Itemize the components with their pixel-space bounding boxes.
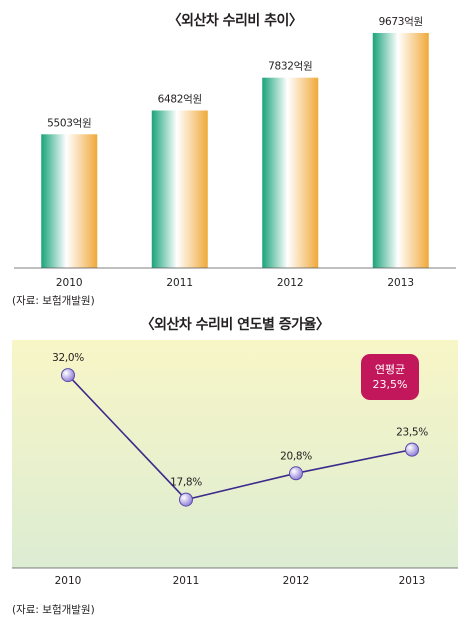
- bar-value-label: 5503억원: [47, 117, 91, 129]
- bar-chart-title: 〈외산차 수리비 추이〉: [167, 13, 303, 29]
- bar-chart: 5503억원 2010 6482억원 2011 7832억원 2012 9673억원 2013: [14, 16, 456, 289]
- line-value-label: 32,0%: [52, 352, 84, 364]
- bar-2011: [151, 110, 208, 268]
- line-value-label: 23,5%: [396, 427, 428, 439]
- bar-2012: [262, 77, 319, 268]
- bar-x-tick-label: 2012: [277, 277, 304, 289]
- bar-2013: [372, 32, 429, 268]
- line-chart-source: (자료: 보험개발원): [12, 604, 95, 616]
- bar-chart-source: (자료: 보험개발원): [12, 295, 95, 307]
- line-chart-title: 〈외산차 수리비 연도별 증가율〉: [140, 317, 330, 333]
- line-x-tick-label: 2010: [55, 575, 82, 587]
- line-point-2012: [289, 466, 303, 481]
- line-x-tick-label: 2013: [399, 575, 426, 587]
- bar-value-label: 9673억원: [379, 16, 423, 28]
- bar-2010: [41, 134, 98, 268]
- line-series: [67, 374, 413, 501]
- line-x-tick-label: 2012: [283, 575, 310, 587]
- bar-value-label: 6482억원: [158, 93, 202, 105]
- bar-x-tick-label: 2010: [56, 277, 83, 289]
- line-point-2010: [61, 368, 75, 383]
- badge-value: 23,5%: [372, 378, 408, 391]
- annual-average-badge: 연평균 23,5%: [361, 354, 419, 400]
- line-value-label: 17,8%: [170, 477, 202, 489]
- line-x-tick-label: 2011: [173, 575, 200, 587]
- bar-x-tick-label: 2011: [166, 277, 193, 289]
- line-point-2013: [405, 442, 419, 457]
- line-value-label: 20,8%: [280, 450, 312, 462]
- line-point-2011: [179, 492, 193, 507]
- bar-x-tick-label: 2013: [387, 277, 414, 289]
- bar-value-label: 7832억원: [268, 61, 312, 73]
- line-chart: 32,0% 2010 17,8% 2011 20,8% 2012 23,5% 2013: [12, 352, 458, 587]
- badge-label: 연평균: [374, 363, 406, 376]
